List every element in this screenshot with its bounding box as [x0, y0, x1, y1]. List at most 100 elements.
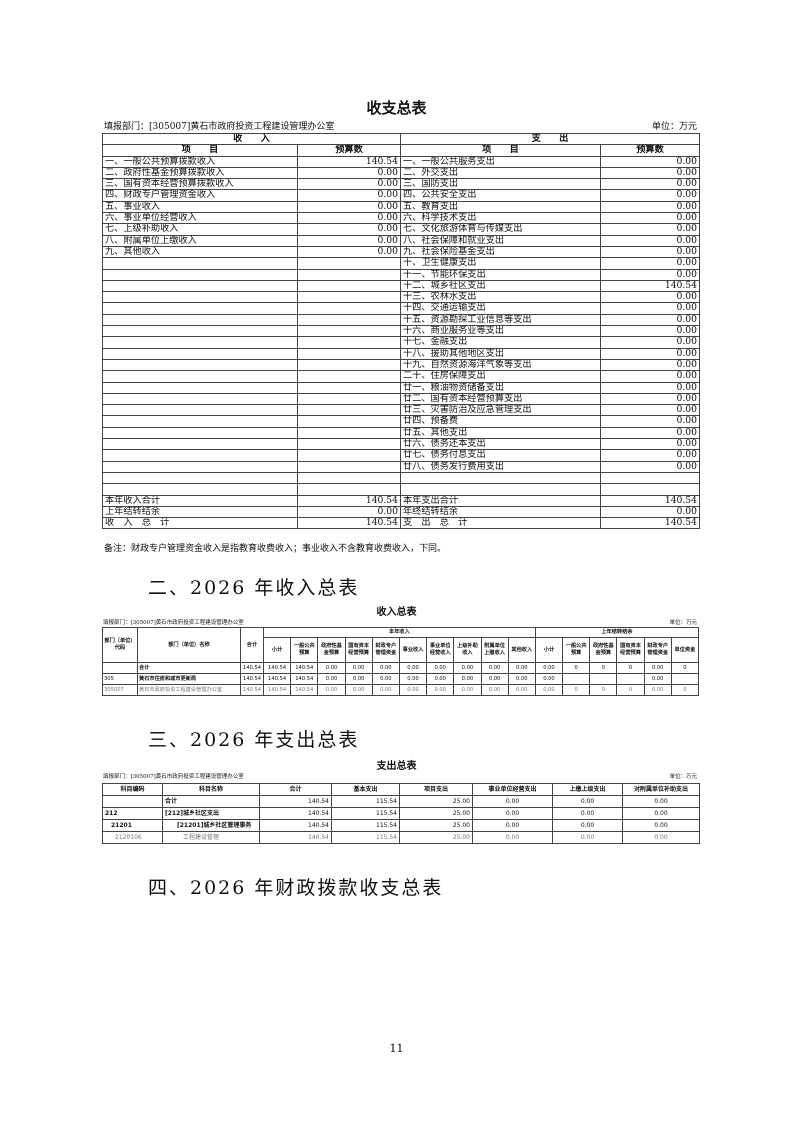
expense-amount: 0.00: [600, 404, 700, 417]
expense-amount: 0.00: [600, 325, 700, 338]
table-row: 合计 140.54 140.54 140.54 0.00 0.00 0.00 0.00 0.00…: [102, 662, 700, 674]
sub-header: 国有资本经营预算: [344, 637, 373, 663]
table-cell: 黄石市政府投资工程建设管理办公室: [137, 684, 241, 696]
table-cell: [616, 673, 645, 685]
expense-amount: 0.00: [600, 370, 700, 383]
income-item: [102, 381, 298, 394]
sub-header: 小计: [262, 637, 292, 663]
table-cell: 115.54: [331, 819, 400, 832]
expense-header: 支 出: [400, 132, 700, 146]
table-cell: 0.00: [622, 807, 700, 820]
expense-item: 一、一般公共服务支出: [400, 155, 601, 168]
table-cell: 0.00: [472, 819, 553, 832]
expense-amount: 0.00: [600, 245, 700, 259]
table-cell: 212: [102, 807, 163, 820]
income-item: 六、事业单位经营收入: [102, 212, 298, 225]
expense-item: 九、社会保险基金支出: [400, 245, 601, 259]
table-cell: [102, 795, 163, 808]
income-item: 二、政府性基金预算拨款收入: [102, 166, 298, 180]
table-row: 十八、援助其他地区支出 0.00: [102, 347, 700, 360]
table-row: 十四、交通运输支出 0.00: [102, 302, 700, 315]
table-cell: 0: [589, 684, 618, 696]
total-label: 本年收入合计: [102, 494, 298, 507]
table-row: 十七、金融支出 0.00: [102, 336, 700, 349]
income-table: 部门（单位）代码 部门（单位）名称 合计 本年收入 上年结转结余 小计 一般公共预算 政府性基…: [102, 627, 700, 696]
expense-amount: 0.00: [600, 234, 700, 247]
income-amount: [297, 336, 401, 349]
table-cell: 140.54: [240, 662, 264, 674]
table-cell: 0.00: [534, 673, 564, 685]
sub-header: 政府性基金预算: [317, 637, 346, 663]
expense-item: 廿一、粮油物资储备支出: [400, 381, 601, 394]
section-heading-fiscal: 四、2026 年财政拨款收支总表: [148, 877, 444, 899]
table-cell: [562, 673, 591, 685]
expense-amount: 0.00: [600, 415, 700, 428]
expense-amount: 0.00: [600, 381, 700, 394]
income-amount: [297, 257, 401, 270]
expense-amount: [600, 483, 700, 496]
sub-header: 附属单位上缴收入: [480, 637, 509, 663]
table-cell: 2120106: [102, 831, 163, 844]
expense-item: 四、公共安全支出: [400, 189, 601, 202]
table-cell: 21201: [102, 819, 163, 832]
table-row: 合计 140.54 115.54 25.00 0.00 0.00 0.00: [102, 795, 700, 808]
income-amount: [297, 392, 401, 406]
table-cell: 0: [562, 684, 591, 696]
table-row: 廿二、国有资本经营预算支出 0.00: [102, 392, 700, 406]
expense-item: 十一、节能环保支出: [400, 268, 601, 281]
group-carryover: 上年结转结余: [534, 627, 700, 638]
amount-header: 预算数: [297, 144, 401, 157]
income-amount: [297, 404, 401, 417]
table-row: 廿一、粮油物资储备支出 0.00: [102, 381, 700, 394]
table-cell: 0.00: [453, 662, 482, 674]
table-row: 二十、住房保障支出 0.00: [102, 370, 700, 383]
expense-amount: 0.00: [600, 302, 700, 315]
table-cell: 0: [616, 684, 645, 696]
total-amount: 140.54: [297, 494, 401, 507]
table-row: 廿七、债务付息支出 0.00: [102, 449, 700, 462]
table-cell: 0.00: [643, 662, 672, 674]
total-label: 收 入 总 计: [102, 517, 298, 530]
income-amount: [297, 325, 401, 338]
table-cell: 0.00: [426, 673, 455, 685]
expense-item: 十六、商业服务业等支出: [400, 325, 601, 338]
expense-amount: 0.00: [600, 426, 700, 440]
table-cell: 工程建设管理: [162, 831, 260, 844]
income-item: 八、附属单位上缴收入: [102, 234, 298, 247]
income-amount: [297, 460, 401, 473]
table-row: 十二、城乡社区支出 140.54: [102, 279, 700, 293]
sub-header: 一般公共预算: [290, 637, 319, 663]
table-cell: 140.54: [259, 819, 332, 832]
total-label: 年终结转结余: [400, 505, 601, 519]
expense-item: 廿七、债务付息支出: [400, 449, 601, 462]
total-amount: 140.54: [297, 517, 401, 530]
table-row: 九、其他收入 0.00 九、社会保险基金支出 0.00: [102, 245, 700, 259]
income-item: [102, 370, 298, 383]
table-row: 305 黄石市住房和城市更新局 140.54 140.54 140.54 0.00 0.00…: [102, 673, 700, 685]
section-heading-expense: 三、2026 年支出总表: [148, 729, 360, 751]
expense-amount: 0.00: [600, 166, 700, 180]
table-row: 廿六、债务还本支出 0.00: [102, 438, 700, 451]
table-cell: 0: [670, 684, 700, 696]
income-item: 三、国有资本经营预算拨款收入: [102, 178, 298, 191]
table-cell: 140.54: [290, 662, 319, 674]
col-code: 部门（单位）代码: [102, 627, 138, 663]
expense-amount: 140.54: [600, 279, 700, 293]
item-header: 项 目: [102, 144, 298, 157]
income-amount: [297, 426, 401, 440]
table-cell: 0.00: [643, 684, 672, 696]
expense-item: [400, 483, 601, 496]
table-row: 2120106 工程建设管理 140.54 115.54 25.00 0.00 0.00 0.…: [102, 831, 700, 844]
table-row: 八、附属单位上缴收入 0.00 八、社会保障和就业支出 0.00: [102, 234, 700, 247]
income-item: 五、事业收入: [102, 200, 298, 214]
income-item: 一、一般公共预算拨款收入: [102, 155, 298, 168]
expense-item: 七、文化旅游体育与传媒支出: [400, 223, 601, 236]
item-header: 项 目: [400, 144, 601, 157]
income-amount: [297, 347, 401, 360]
table2-dept: 填报部门：[305007]黄石市政府投资工程建设管理办公室: [103, 620, 244, 626]
income-amount: [297, 438, 401, 451]
table-cell: 合计: [137, 662, 241, 674]
col-name: 部门（单位）名称: [137, 627, 241, 663]
table-row: 五、事业收入 0.00 五、教育支出 0.00: [102, 200, 700, 214]
table-cell: 140.54: [262, 662, 292, 674]
